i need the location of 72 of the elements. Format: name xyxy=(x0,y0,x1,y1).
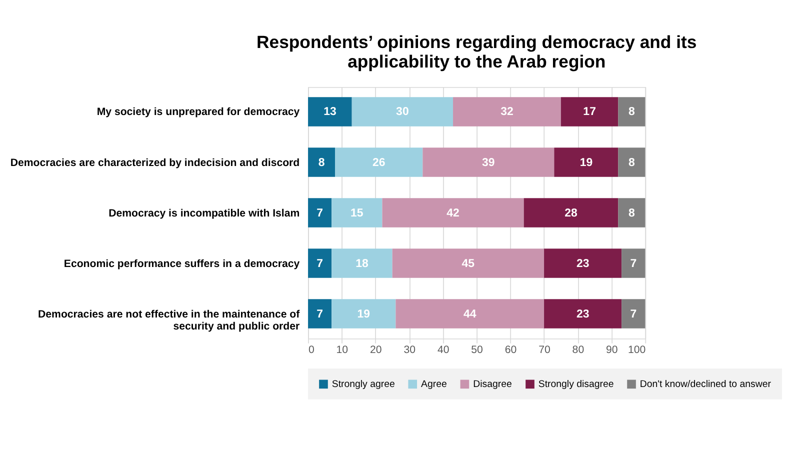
data-label: 7 xyxy=(630,308,637,320)
data-label: 28 xyxy=(564,207,578,220)
bar xyxy=(622,248,646,278)
data-label: 8 xyxy=(628,106,636,118)
data-label: 19 xyxy=(580,156,593,169)
data-label: 18 xyxy=(356,258,369,270)
data-label: 17 xyxy=(583,106,596,118)
x-tick-label: 20 xyxy=(370,344,382,356)
bar xyxy=(332,248,392,278)
data-label: 7 xyxy=(630,258,637,270)
bar xyxy=(453,97,561,126)
x-tick-label: 60 xyxy=(504,344,517,356)
bar xyxy=(560,97,618,126)
y-tick-label: Economic performance suffers in a democracy xyxy=(64,258,300,270)
data-label: 15 xyxy=(350,207,364,220)
bar xyxy=(618,198,646,228)
data-label: 23 xyxy=(576,258,590,270)
data-label: 8 xyxy=(318,156,326,169)
bar xyxy=(308,148,336,177)
data-label: 7 xyxy=(316,308,324,320)
data-label: 42 xyxy=(446,207,460,220)
bar xyxy=(622,299,646,328)
data-label: 44 xyxy=(463,308,477,320)
data-label: 23 xyxy=(576,308,590,320)
bar xyxy=(332,299,396,328)
y-tick-label: Democracies are characterized by indecision and discord xyxy=(10,156,300,169)
legend-label: Disagree xyxy=(473,378,512,390)
bar xyxy=(382,198,524,228)
data-label: 45 xyxy=(462,258,476,270)
y-tick-label: My society is unprepared for democracy xyxy=(96,106,300,118)
bar xyxy=(544,299,622,328)
bar xyxy=(554,148,618,177)
data-label: 30 xyxy=(396,106,409,118)
bar xyxy=(618,97,646,126)
data-label: 7 xyxy=(316,207,324,220)
x-tick-label: 90 xyxy=(606,344,618,356)
legend-label: Don't know/declined to answer xyxy=(640,378,772,390)
data-label: 19 xyxy=(357,308,370,320)
legend-label: Agree xyxy=(421,378,447,390)
bar xyxy=(524,198,618,228)
data-label: 7 xyxy=(316,258,324,270)
bar xyxy=(544,248,622,278)
bar xyxy=(422,148,554,177)
x-tick-label: 10 xyxy=(336,344,348,356)
data-label: 26 xyxy=(372,156,386,169)
y-tick-label: Democracies are not effective in the maintenance of security and public order xyxy=(38,308,300,333)
bar xyxy=(308,248,332,278)
x-tick-label: 0 xyxy=(308,344,314,356)
x-tick-label: 50 xyxy=(471,344,484,356)
chart-title: Respondents’ opinions regarding democracy and its applicability to the Arab region xyxy=(256,32,697,72)
x-tick-label: 40 xyxy=(437,344,450,356)
bar xyxy=(335,148,423,177)
data-label: 13 xyxy=(324,106,336,118)
data-label: 8 xyxy=(628,207,636,220)
data-label: 8 xyxy=(628,156,636,169)
bar xyxy=(308,299,332,328)
bar xyxy=(352,97,454,126)
bar xyxy=(308,97,352,126)
x-tick-label: 30 xyxy=(404,344,416,356)
bar xyxy=(392,248,544,278)
bar xyxy=(308,198,332,228)
y-tick-label: Democracy is incompatible with Islam xyxy=(108,207,300,220)
x-tick-label: 80 xyxy=(572,344,584,356)
bar xyxy=(396,299,544,328)
x-tick-label: 100 xyxy=(628,344,646,356)
data-label: 39 xyxy=(482,156,495,169)
bar xyxy=(618,148,646,177)
data-label: 32 xyxy=(500,106,514,118)
legend-label: Strongly agree xyxy=(332,378,395,390)
bar xyxy=(332,198,382,228)
x-tick-label: 70 xyxy=(538,344,550,356)
legend-label: Strongly disagree xyxy=(538,378,614,390)
